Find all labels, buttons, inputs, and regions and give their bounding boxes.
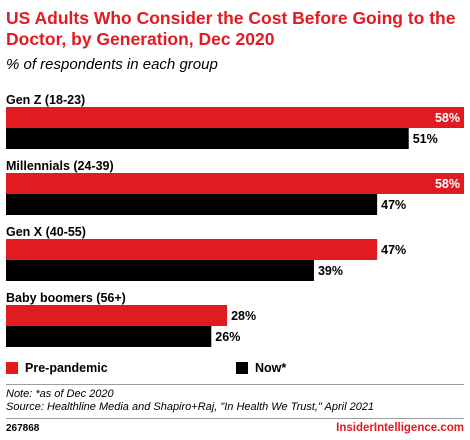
- bar: [6, 260, 314, 281]
- legend-swatch-pre-pandemic: [6, 362, 18, 374]
- bar: [6, 326, 212, 347]
- category-label: Baby boomers (56+): [6, 291, 126, 305]
- legend-label-pre-pandemic: Pre-pandemic: [25, 361, 108, 375]
- footnote: Note: *as of Dec 2020: [6, 388, 114, 400]
- bar: [6, 128, 409, 149]
- bar: [6, 107, 464, 128]
- brand-logo-text: InsiderIntelligence.com: [336, 422, 464, 434]
- divider-bottom: [6, 418, 464, 419]
- category-label: Gen Z (18-23): [6, 93, 85, 107]
- legend-swatch-now: [236, 362, 248, 374]
- data-label: 26%: [215, 330, 240, 344]
- bar: [6, 194, 378, 215]
- chart-title: US Adults Who Consider the Cost Before G…: [6, 8, 456, 49]
- bar: [6, 305, 228, 326]
- bar: [6, 173, 464, 194]
- chart-id: 267868: [6, 423, 40, 434]
- chart-legend: Pre-pandemic Now*: [0, 361, 470, 379]
- bar: [6, 239, 378, 260]
- category-label: Gen X (40-55): [6, 225, 86, 239]
- bar-chart-svg: Gen Z (18-23) 58% 51% Millennials (24-39) 58…: [6, 93, 464, 347]
- divider-top: [6, 384, 464, 385]
- chart-subtitle: % of respondents in each group: [6, 56, 218, 73]
- data-label: 39%: [318, 264, 343, 278]
- legend-item-now: Now*: [236, 361, 286, 375]
- data-label: 28%: [231, 309, 256, 323]
- source-note: Source: Healthline Media and Shapiro+Raj…: [6, 401, 375, 413]
- data-label: 58%: [435, 177, 460, 191]
- legend-item-pre-pandemic: Pre-pandemic: [6, 361, 108, 375]
- category-label: Millennials (24-39): [6, 159, 114, 173]
- bar-chart: Gen Z (18-23) 58% 51% Millennials (24-39) 58…: [0, 88, 470, 358]
- data-label: 58%: [435, 111, 460, 125]
- data-label: 51%: [413, 132, 438, 146]
- data-label: 47%: [381, 243, 406, 257]
- legend-label-now: Now*: [255, 361, 287, 375]
- data-label: 47%: [381, 198, 406, 212]
